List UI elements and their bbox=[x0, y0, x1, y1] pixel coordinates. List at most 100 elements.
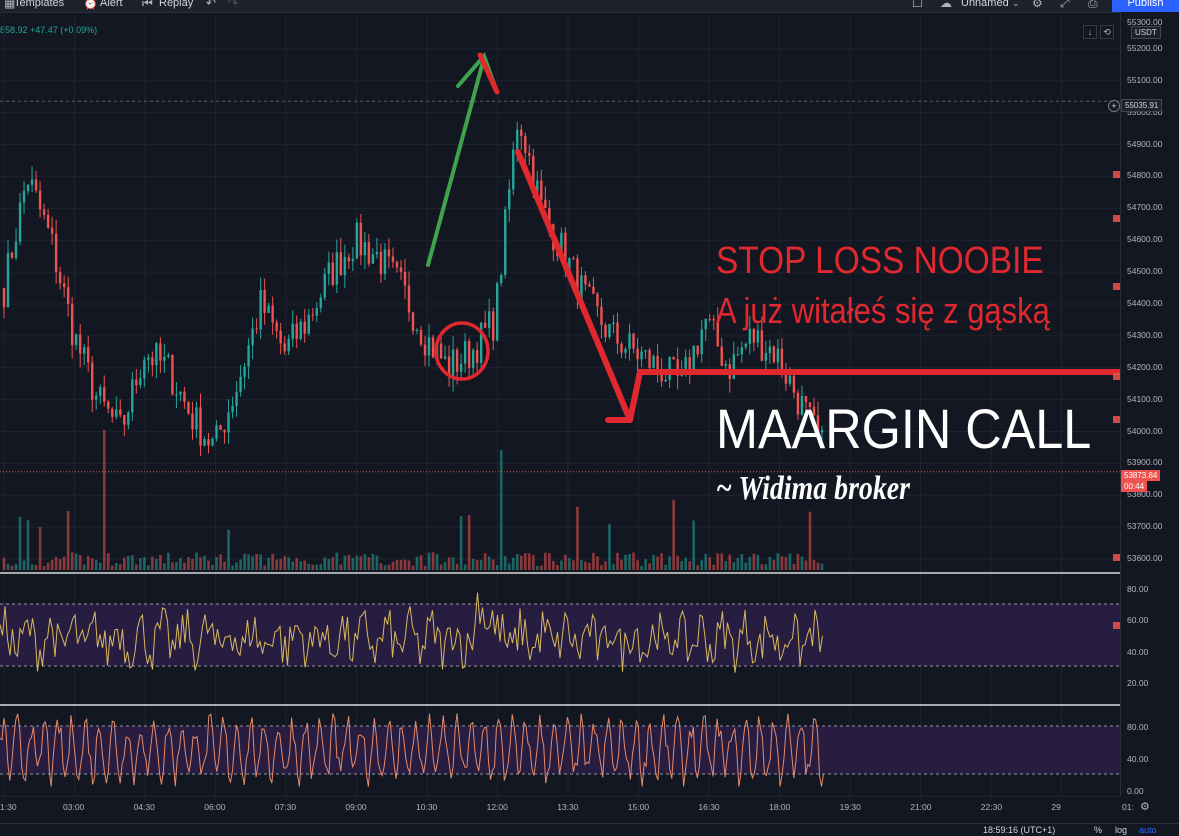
candle-body bbox=[207, 439, 210, 446]
chevron-down-icon[interactable]: ⌄ bbox=[1012, 0, 1020, 8]
red-down-arrow-head bbox=[605, 369, 643, 423]
volume-bar bbox=[451, 557, 455, 570]
alert-button[interactable]: Alert bbox=[100, 0, 123, 9]
candle-body bbox=[87, 347, 90, 363]
top-toolbar: ▦ Templates ⏰ Alert ⏮ Replay ↶ ↷ ☐ ☁ Unn… bbox=[0, 0, 1179, 13]
candle-body bbox=[632, 333, 635, 349]
rsi-axis-label: 80.00 bbox=[1127, 584, 1149, 594]
templates-icon[interactable]: ▦ bbox=[4, 0, 16, 10]
log-toggle[interactable]: log bbox=[1115, 825, 1128, 835]
candle-body bbox=[439, 343, 443, 359]
candle-body bbox=[576, 258, 579, 300]
candle-body bbox=[483, 322, 487, 328]
settings-icon[interactable]: ⚙ bbox=[1140, 801, 1150, 813]
candle-body bbox=[788, 375, 792, 384]
candle-body bbox=[14, 241, 18, 258]
scroll-down-button[interactable]: ↓ bbox=[1083, 25, 1097, 39]
price-axis-label: 54000.00 bbox=[1127, 425, 1163, 436]
auto-toggle[interactable]: auto bbox=[1139, 825, 1157, 835]
volume-bar bbox=[772, 560, 776, 570]
volume-bar bbox=[812, 560, 816, 570]
chart-area[interactable] bbox=[0, 12, 1120, 797]
volume-bar bbox=[499, 450, 503, 570]
candle-body bbox=[10, 252, 14, 258]
volume-bar bbox=[748, 556, 752, 570]
alert-icon[interactable]: ⏰ bbox=[83, 0, 98, 10]
percent-toggle[interactable]: % bbox=[1094, 825, 1103, 835]
candle-body bbox=[471, 349, 475, 368]
candle-body bbox=[644, 350, 647, 352]
volume-bar bbox=[303, 560, 307, 570]
volume-bar bbox=[768, 556, 772, 570]
volume-bar bbox=[339, 564, 343, 570]
camera-icon[interactable]: ⎙ bbox=[1088, 0, 1098, 10]
cloud-icon[interactable]: ☁ bbox=[940, 0, 952, 10]
candle-body bbox=[431, 337, 435, 358]
candle-body bbox=[756, 330, 760, 343]
undo-icon[interactable]: ↶ bbox=[206, 0, 217, 10]
volume-bar bbox=[588, 562, 591, 570]
volume-bar bbox=[576, 506, 579, 570]
time-axis-label: 03:00 bbox=[63, 802, 85, 812]
candle-body bbox=[327, 262, 330, 274]
candle-body bbox=[2, 288, 6, 308]
volume-bar bbox=[680, 560, 683, 570]
replay-button[interactable]: Replay bbox=[159, 0, 194, 9]
volume-bar bbox=[407, 560, 411, 570]
rsi-axis-label: 20.00 bbox=[1127, 678, 1149, 688]
candle-body bbox=[764, 353, 768, 361]
candle-body bbox=[103, 387, 106, 402]
candle-body bbox=[808, 402, 812, 407]
volume-bar bbox=[215, 557, 218, 570]
candle-body bbox=[548, 207, 551, 225]
volume-bar bbox=[219, 554, 222, 570]
candle-body bbox=[451, 349, 455, 378]
time-axis-label: 07:30 bbox=[274, 802, 297, 812]
reset-button[interactable]: ⟲ bbox=[1100, 25, 1114, 39]
candle-body bbox=[628, 333, 631, 349]
volume-bar bbox=[175, 562, 178, 570]
candle-body bbox=[247, 345, 250, 367]
candle-body bbox=[600, 306, 603, 326]
volume-bar bbox=[808, 511, 812, 570]
candle-body bbox=[295, 323, 298, 340]
publish-button[interactable]: Publish bbox=[1112, 0, 1179, 12]
volume-bar bbox=[199, 557, 202, 570]
volume-bar bbox=[736, 557, 740, 570]
templates-button[interactable]: Templates bbox=[14, 0, 65, 9]
plus-icon[interactable]: + bbox=[1108, 100, 1120, 112]
redo-icon[interactable]: ↷ bbox=[228, 0, 239, 10]
replay-icon[interactable]: ⏮ bbox=[142, 0, 153, 10]
volume-bar bbox=[596, 556, 599, 570]
checkbox-icon[interactable]: ☐ bbox=[912, 0, 923, 10]
volume-bar bbox=[624, 554, 627, 570]
volume-bar bbox=[139, 557, 142, 570]
time-axis-label: 09:00 bbox=[345, 802, 367, 812]
volume-bar bbox=[620, 559, 623, 570]
price-axis-label: 54900.00 bbox=[1127, 138, 1163, 149]
volume-bar bbox=[455, 563, 459, 570]
volume-bar bbox=[564, 554, 567, 570]
candle-body bbox=[532, 155, 535, 192]
volume-bar bbox=[740, 554, 744, 570]
candle-body bbox=[311, 314, 314, 316]
candle-body bbox=[676, 359, 679, 376]
volume-bar bbox=[50, 559, 54, 570]
layout-name-dropdown[interactable]: Unnamed bbox=[961, 0, 1009, 9]
volume-bar bbox=[544, 552, 547, 570]
volume-bar bbox=[527, 553, 531, 570]
chart-svg[interactable] bbox=[0, 12, 1120, 797]
volume-bar bbox=[131, 555, 134, 570]
candle-body bbox=[616, 322, 619, 344]
volume-bar bbox=[291, 561, 295, 570]
candle-body bbox=[776, 348, 780, 363]
volume-bar bbox=[491, 559, 495, 570]
stop-loss-text: STOP LOSS NOOBIE bbox=[716, 240, 1044, 282]
candle-body bbox=[411, 312, 415, 331]
price-axis[interactable] bbox=[1120, 12, 1179, 797]
candle-body bbox=[391, 256, 395, 262]
settings-gear-icon[interactable]: ⚙ bbox=[1032, 0, 1043, 10]
volume-bar bbox=[672, 499, 675, 570]
volume-bar bbox=[255, 553, 258, 570]
fullscreen-icon[interactable]: ⤢ bbox=[1060, 0, 1070, 10]
